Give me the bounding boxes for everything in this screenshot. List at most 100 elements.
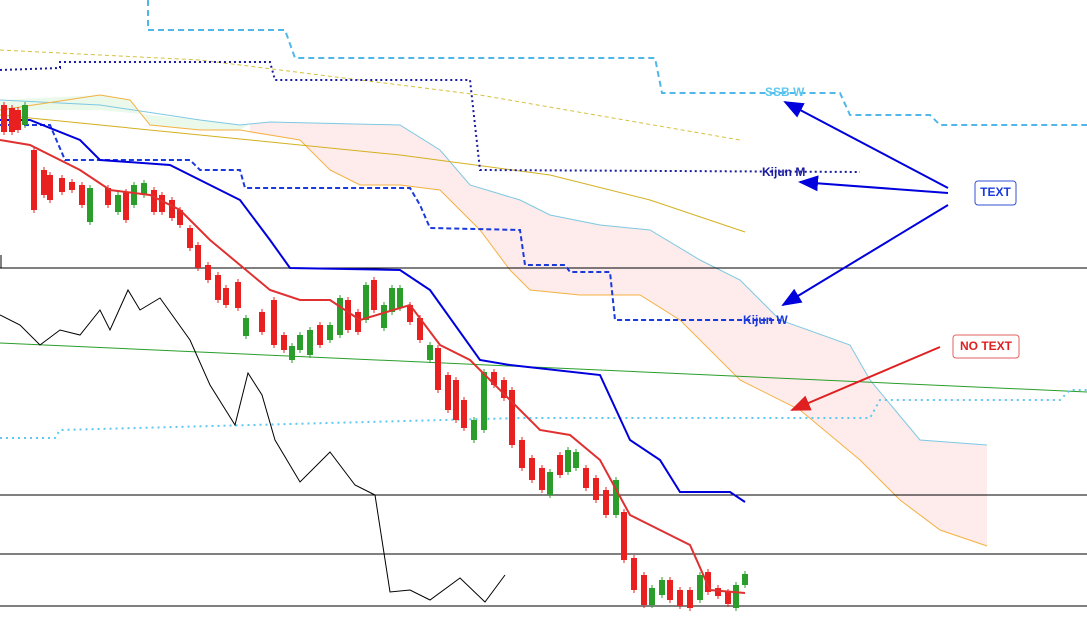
candle-body: [1, 105, 7, 132]
candle-body: [243, 318, 249, 336]
candle-body: [151, 190, 157, 212]
candle-body: [381, 305, 387, 328]
candle-body: [115, 195, 121, 212]
candle-body: [417, 318, 423, 340]
candle-body: [481, 372, 487, 430]
candle-body: [355, 312, 361, 332]
kijun-w: [0, 124, 780, 321]
candle-body: [453, 380, 459, 420]
red-line: [0, 139, 746, 594]
no-text-box-label: NO TEXT: [960, 339, 1013, 353]
ma-solid: [0, 114, 746, 233]
candle-body: [345, 300, 351, 330]
candle-body: [565, 450, 571, 472]
candle-body: [573, 452, 579, 468]
text-box-label: TEXT: [980, 185, 1011, 199]
candle-body: [187, 228, 193, 248]
candle-body: [297, 335, 303, 350]
candle-body: [281, 335, 287, 350]
ma-dashed: [0, 49, 741, 141]
candle-body: [87, 188, 93, 222]
candle-body: [41, 170, 47, 195]
candle-body: [705, 572, 711, 592]
candle-body: [389, 288, 395, 312]
candle-body: [667, 580, 673, 600]
candle-body: [583, 468, 589, 488]
candle-body: [509, 390, 515, 445]
candle-body: [371, 280, 377, 310]
candle-body: [519, 440, 525, 468]
candle-body: [427, 345, 433, 360]
candle-body: [715, 588, 721, 596]
label-kijun-m: Kijun M: [762, 165, 805, 179]
candle-body: [159, 195, 165, 212]
label-ssb-w: SSB W: [765, 85, 805, 99]
candle-body: [435, 348, 441, 390]
candle-body: [47, 175, 53, 200]
candle-body: [307, 330, 313, 355]
candle-body: [593, 478, 599, 500]
candle-body: [697, 575, 703, 600]
candle-body: [687, 590, 693, 608]
candle-body: [215, 275, 221, 300]
black-line: [0, 288, 506, 603]
arrow: [783, 101, 949, 189]
candle-body: [733, 585, 739, 608]
candle-body: [123, 192, 129, 220]
candle-body: [621, 512, 627, 560]
candle-body: [9, 108, 15, 132]
trend-line: [0, 342, 1087, 393]
candle-body: [397, 288, 403, 308]
candle-body: [659, 580, 665, 595]
candle-body: [69, 182, 75, 190]
arrow: [781, 204, 949, 307]
candle-body: [641, 575, 647, 605]
candle-body: [235, 282, 241, 308]
candle-body: [59, 178, 65, 192]
candle-body: [471, 420, 477, 440]
candle-body: [317, 325, 323, 345]
ssb-w: [147, 0, 1087, 126]
candle-body: [22, 105, 28, 125]
candle-body: [271, 300, 277, 345]
candle-body: [501, 380, 507, 398]
candle-body: [105, 188, 111, 205]
candle-body: [491, 372, 497, 385]
candle-body: [742, 574, 748, 585]
candle-body: [407, 305, 413, 322]
candle-body: [177, 210, 183, 225]
candle-body: [547, 472, 553, 495]
candle-body: [169, 200, 175, 218]
arrow: [798, 175, 949, 194]
candle-body: [461, 400, 467, 428]
candle-body: [205, 265, 211, 280]
candle-body: [445, 375, 451, 410]
text-box: [974, 180, 1017, 206]
candle-body: [31, 150, 37, 210]
candle-body: [613, 480, 619, 515]
candle-body: [649, 588, 655, 605]
candle-body: [677, 590, 683, 606]
candle-body: [141, 183, 147, 195]
candle-body: [725, 592, 731, 604]
candle-body: [363, 285, 369, 320]
candle-body: [131, 185, 137, 205]
candles: [1, 102, 748, 611]
cloud-green: [0, 95, 250, 130]
candle-body: [195, 245, 201, 268]
cloud-pink: [250, 122, 987, 546]
candle-body: [259, 312, 265, 332]
candle-body: [603, 490, 609, 515]
kijun-m: [0, 61, 861, 173]
candle-body: [289, 346, 295, 360]
candle-body: [79, 185, 85, 205]
cloud-upper: [0, 99, 988, 446]
candle-body: [337, 298, 343, 335]
candle-body: [327, 325, 333, 340]
candle-body: [529, 458, 535, 480]
candle-body: [15, 110, 21, 130]
candle-body: [223, 288, 229, 305]
candle-body: [557, 455, 563, 475]
